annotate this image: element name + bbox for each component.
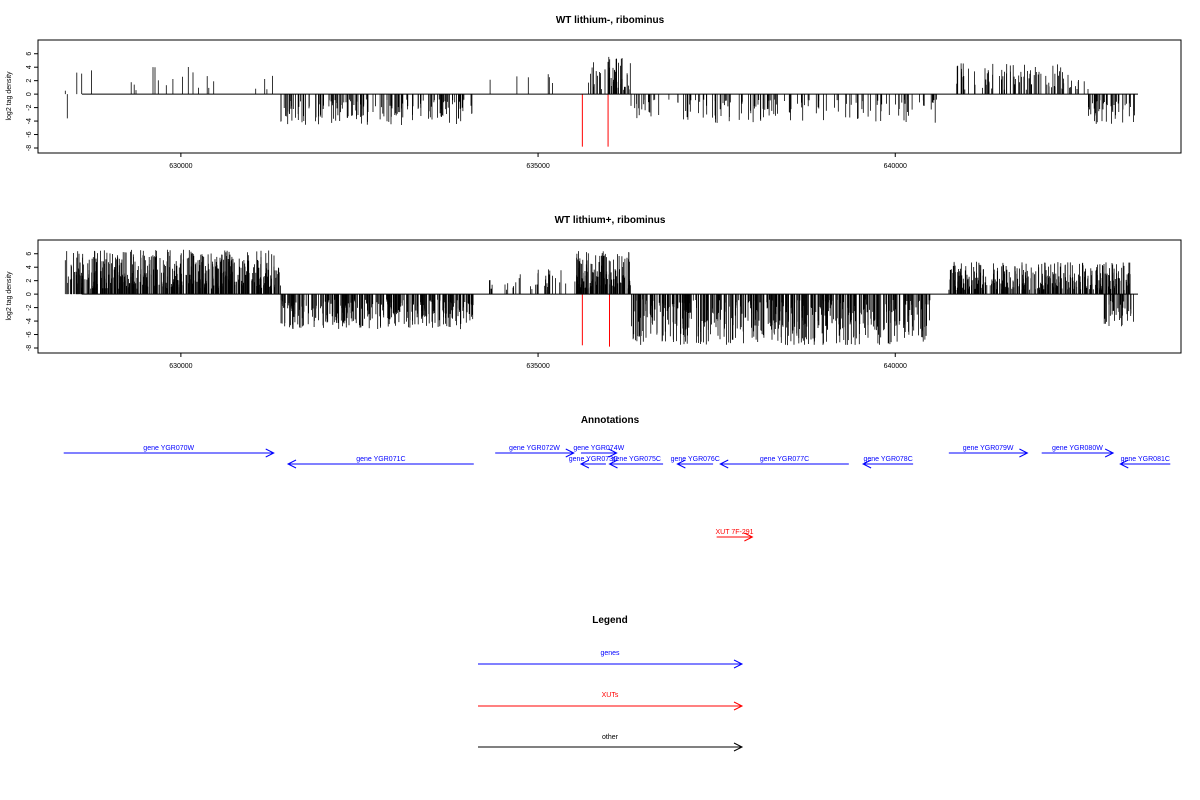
legend-item-genes: genes bbox=[478, 650, 744, 669]
y-tick-label: -6 bbox=[26, 131, 33, 137]
y-tick-label: -2 bbox=[26, 304, 33, 310]
x-axis: 630000 635000 640000 bbox=[169, 353, 907, 370]
y-tick-label: 4 bbox=[26, 265, 33, 269]
feature-label: gene YGR081C bbox=[1121, 456, 1170, 463]
x-tick-label: 630000 bbox=[169, 363, 192, 370]
x-tick-label: 635000 bbox=[526, 163, 549, 170]
y-tick-label: 2 bbox=[26, 279, 33, 283]
x-tick: 630000 bbox=[169, 353, 193, 370]
x-axis: 630000 635000 640000 bbox=[169, 153, 907, 170]
y-tick: -6 bbox=[26, 331, 38, 338]
feature-label: XUT 7F-291 bbox=[716, 529, 754, 536]
legend-arrow bbox=[478, 659, 744, 669]
legend-item-other: other bbox=[478, 734, 744, 752]
y-tick: 6 bbox=[26, 252, 38, 256]
feature-label: gene YGR070W bbox=[143, 445, 194, 452]
y-tick: 2 bbox=[26, 279, 38, 283]
feature-group: gene YGR070W gene YGR071C gene YGR072W gene… bbox=[63, 445, 1171, 542]
y-tick-label: -8 bbox=[26, 345, 33, 351]
feature-XUTs: XUT 7F-291 bbox=[716, 529, 754, 542]
y-axis: -8 -6 -4 -2 0 2 4 6 bbox=[26, 52, 39, 151]
feature-genes: gene YGR077C bbox=[719, 456, 849, 469]
legend-arrow bbox=[478, 742, 744, 752]
bar-group bbox=[64, 56, 1135, 147]
y-tick: -8 bbox=[26, 345, 38, 351]
feature-label: gene YGR076C bbox=[671, 456, 720, 463]
feature-label: gene YGR075C bbox=[612, 456, 661, 463]
y-tick: 6 bbox=[26, 52, 38, 56]
y-tick: -8 bbox=[26, 145, 38, 151]
y-tick: 0 bbox=[26, 92, 38, 96]
x-tick: 635000 bbox=[526, 153, 550, 170]
feature-label: gene YGR077C bbox=[760, 456, 809, 463]
y-tick: 2 bbox=[26, 79, 38, 83]
y-tick: -4 bbox=[26, 118, 38, 124]
feature-genes: gene YGR073C bbox=[569, 456, 618, 469]
y-tick: -4 bbox=[26, 318, 38, 324]
y-tick-label: 4 bbox=[26, 65, 33, 69]
x-tick: 640000 bbox=[884, 153, 907, 170]
feature-label: gene YGR078C bbox=[863, 456, 912, 463]
x-tick-label: 640000 bbox=[884, 163, 907, 170]
feature-genes: gene YGR080W bbox=[1041, 445, 1115, 458]
annotations-title: Annotations bbox=[581, 415, 640, 426]
y-tick: -6 bbox=[26, 131, 38, 138]
legend-label: other bbox=[602, 734, 619, 741]
y-tick-label: 6 bbox=[26, 252, 33, 256]
feature-label: gene YGR072W bbox=[509, 445, 560, 452]
x-tick-label: 630000 bbox=[169, 163, 192, 170]
track-panel-lithium-plus: WT lithium+, ribominus -8 -6 -4 -2 0 2 4 6 log2… bbox=[6, 215, 1182, 370]
feature-genes: gene YGR070W bbox=[63, 445, 275, 458]
legend-arrow bbox=[478, 701, 744, 711]
y-tick-label: -8 bbox=[26, 145, 33, 151]
track-title: WT lithium+, ribominus bbox=[555, 215, 666, 226]
y-tick-label: -6 bbox=[26, 331, 33, 337]
feature-genes: gene YGR081C bbox=[1119, 456, 1171, 469]
feature-genes: gene YGR071C bbox=[286, 456, 474, 469]
x-tick: 635000 bbox=[526, 353, 550, 370]
legend: Legend genes XUTs other bbox=[478, 615, 744, 752]
feature-genes: gene YGR076C bbox=[671, 456, 720, 469]
x-tick-label: 640000 bbox=[884, 363, 907, 370]
y-tick: 4 bbox=[26, 265, 38, 269]
legend-label: XUTs bbox=[602, 692, 619, 699]
feature-genes: gene YGR074W bbox=[573, 445, 625, 458]
feature-label: gene YGR071C bbox=[356, 456, 405, 463]
x-tick-label: 635000 bbox=[526, 363, 549, 370]
y-tick-label: 6 bbox=[26, 52, 33, 56]
feature-label: gene YGR079W bbox=[963, 445, 1014, 452]
feature-genes: gene YGR072W bbox=[495, 445, 575, 458]
feature-label: gene YGR074W bbox=[573, 445, 624, 452]
y-tick-label: -2 bbox=[26, 104, 33, 110]
feature-label: gene YGR080W bbox=[1052, 445, 1103, 452]
x-tick: 640000 bbox=[884, 353, 907, 370]
y-axis-label: log2 tag density bbox=[6, 271, 13, 321]
x-tick: 630000 bbox=[169, 153, 193, 170]
y-tick-label: 0 bbox=[26, 92, 33, 96]
y-tick: 4 bbox=[26, 65, 38, 69]
y-axis-label: log2 tag density bbox=[6, 71, 13, 121]
y-tick: 0 bbox=[26, 292, 38, 296]
y-axis: -8 -6 -4 -2 0 2 4 6 bbox=[26, 252, 39, 351]
feature-genes: gene YGR078C bbox=[861, 456, 914, 469]
track-panel-lithium-minus: WT lithium-, ribominus -8 -6 -4 -2 0 2 4 6 log2… bbox=[6, 15, 1182, 170]
track-title: WT lithium-, ribominus bbox=[556, 15, 665, 26]
bar-group bbox=[64, 249, 1134, 347]
y-tick-label: -4 bbox=[26, 318, 33, 324]
legend-title: Legend bbox=[592, 615, 628, 626]
feature-genes: gene YGR075C bbox=[608, 456, 664, 469]
plot-frame bbox=[37, 39, 1182, 154]
feature-genes: gene YGR079W bbox=[948, 445, 1029, 458]
y-tick: -2 bbox=[26, 304, 38, 311]
legend-item-xuts: XUTs bbox=[478, 692, 744, 711]
y-tick-label: -4 bbox=[26, 118, 33, 124]
legend-label: genes bbox=[600, 650, 620, 657]
y-tick-label: 0 bbox=[26, 292, 33, 296]
y-tick-label: 2 bbox=[26, 79, 33, 83]
y-tick: -2 bbox=[26, 104, 38, 111]
feature-label: gene YGR073C bbox=[569, 456, 618, 463]
